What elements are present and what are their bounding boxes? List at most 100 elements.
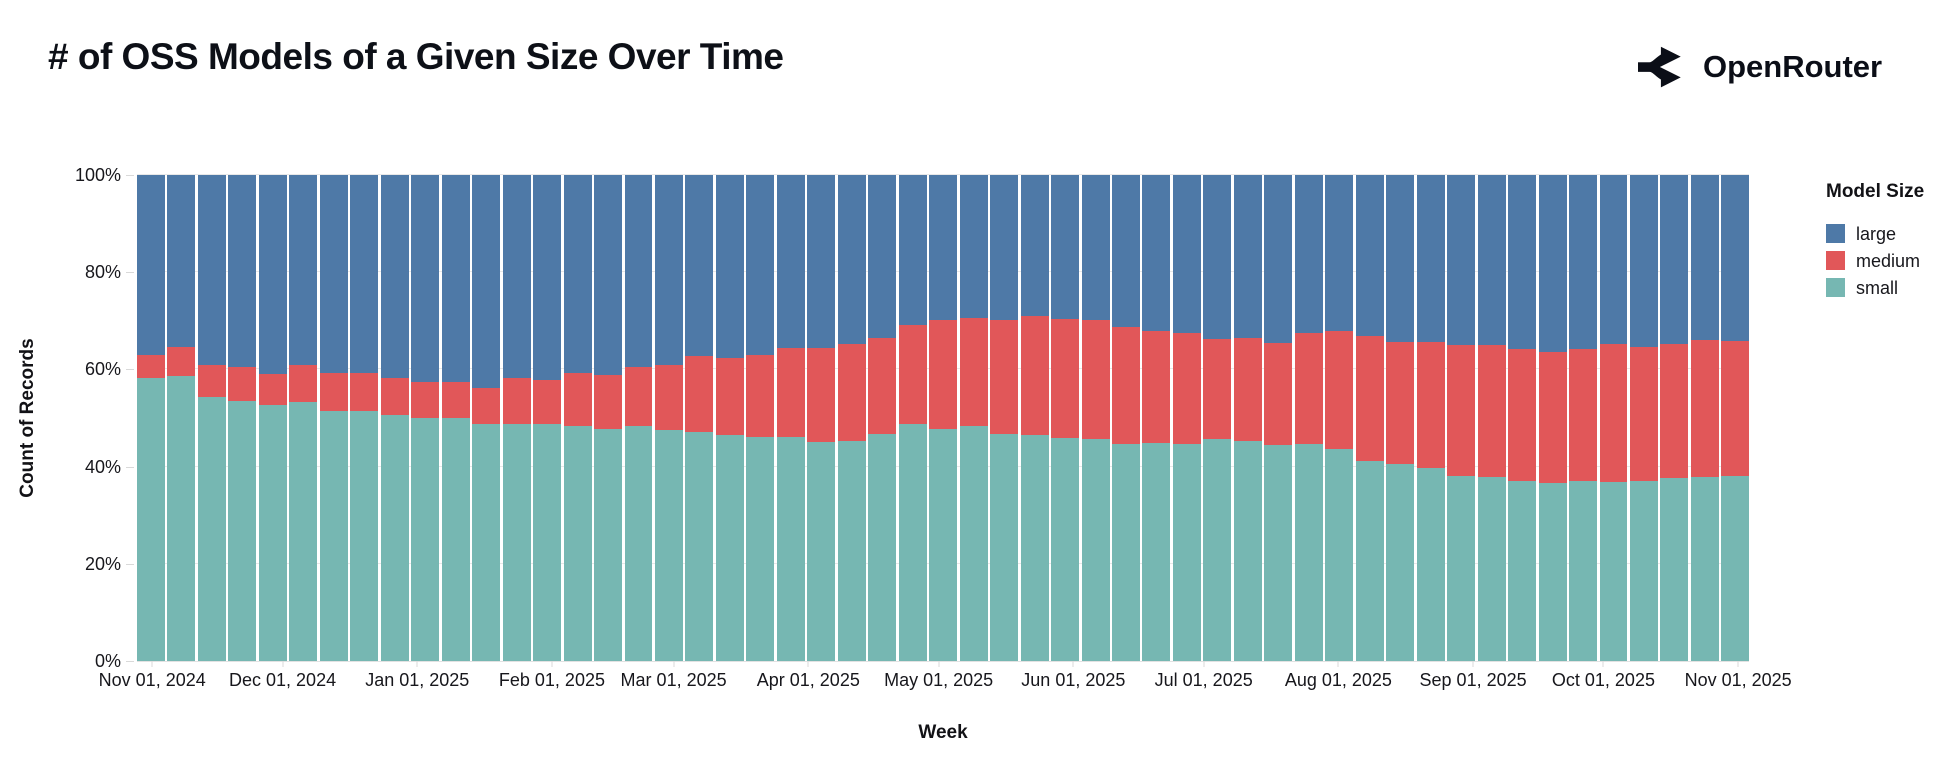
- bar-segment-medium[interactable]: [929, 319, 958, 429]
- bar-week-2025-09-05[interactable]: [1477, 175, 1506, 661]
- bar-segment-large[interactable]: [990, 175, 1019, 320]
- bar-week-2025-10-31[interactable]: [1721, 175, 1750, 661]
- bar-week-2024-11-15[interactable]: [197, 175, 226, 661]
- bar-segment-medium[interactable]: [1660, 344, 1689, 479]
- bar-segment-small[interactable]: [594, 428, 622, 661]
- bar-segment-medium[interactable]: [441, 382, 470, 419]
- bar-segment-large[interactable]: [228, 175, 257, 367]
- bar-segment-medium[interactable]: [502, 377, 531, 425]
- bar-segment-medium[interactable]: [685, 356, 714, 432]
- bar-segment-large[interactable]: [1203, 175, 1232, 339]
- bar-segment-small[interactable]: [137, 377, 165, 661]
- bar-segment-small[interactable]: [654, 429, 683, 661]
- bar-segment-small[interactable]: [746, 437, 775, 661]
- bar-segment-large[interactable]: [380, 175, 409, 378]
- bar-segment-small[interactable]: [228, 400, 257, 661]
- bar-segment-large[interactable]: [929, 175, 958, 320]
- bar-segment-medium[interactable]: [289, 364, 318, 402]
- bar-segment-small[interactable]: [1690, 477, 1719, 661]
- bar-segment-small[interactable]: [1051, 438, 1080, 661]
- bar-segment-medium[interactable]: [1081, 319, 1110, 440]
- bar-segment-medium[interactable]: [197, 364, 226, 398]
- bar-segment-small[interactable]: [1721, 475, 1750, 661]
- bar-week-2025-04-04[interactable]: [807, 175, 836, 661]
- bar-segment-small[interactable]: [807, 441, 836, 661]
- bar-segment-small[interactable]: [1477, 477, 1506, 661]
- bar-segment-small[interactable]: [990, 434, 1019, 661]
- bar-week-2025-06-27[interactable]: [1172, 175, 1201, 661]
- bar-week-2025-02-28[interactable]: [654, 175, 683, 661]
- bar-segment-medium[interactable]: [624, 367, 653, 427]
- bar-segment-medium[interactable]: [1203, 338, 1232, 440]
- bar-segment-medium[interactable]: [990, 319, 1019, 435]
- bar-segment-medium[interactable]: [1294, 332, 1323, 445]
- bar-segment-small[interactable]: [167, 376, 196, 661]
- bar-segment-small[interactable]: [350, 410, 379, 661]
- bar-segment-large[interactable]: [1508, 175, 1537, 349]
- bar-segment-medium[interactable]: [776, 347, 805, 438]
- bar-week-2025-08-01[interactable]: [1325, 175, 1354, 661]
- bar-segment-large[interactable]: [1690, 175, 1719, 340]
- bar-segment-small[interactable]: [1081, 439, 1110, 661]
- bar-segment-small[interactable]: [1203, 439, 1232, 661]
- bar-week-2025-01-24[interactable]: [502, 175, 531, 661]
- bar-segment-medium[interactable]: [898, 325, 927, 425]
- bar-segment-small[interactable]: [1264, 445, 1293, 661]
- bar-segment-large[interactable]: [898, 175, 927, 326]
- bar-segment-small[interactable]: [1569, 480, 1597, 661]
- bar-segment-small[interactable]: [1325, 448, 1354, 661]
- bar-segment-large[interactable]: [685, 175, 714, 357]
- bar-segment-large[interactable]: [1355, 175, 1384, 337]
- bar-segment-large[interactable]: [1386, 175, 1415, 343]
- bar-segment-small[interactable]: [715, 435, 744, 661]
- bar-segment-large[interactable]: [411, 175, 440, 383]
- bar-week-2025-09-12[interactable]: [1508, 175, 1537, 661]
- bar-segment-medium[interactable]: [167, 347, 196, 377]
- bar-segment-small[interactable]: [685, 431, 714, 661]
- bar-segment-medium[interactable]: [1690, 339, 1719, 478]
- bar-segment-medium[interactable]: [1447, 345, 1476, 476]
- bar-segment-small[interactable]: [959, 426, 988, 661]
- bar-segment-medium[interactable]: [472, 388, 501, 425]
- bar-segment-small[interactable]: [776, 437, 805, 661]
- bar-week-2024-11-08[interactable]: [167, 175, 196, 661]
- bar-segment-medium[interactable]: [411, 382, 440, 419]
- bar-segment-medium[interactable]: [1721, 341, 1750, 476]
- bar-week-2025-01-17[interactable]: [472, 175, 501, 661]
- bar-segment-small[interactable]: [258, 405, 287, 661]
- bar-segment-medium[interactable]: [654, 364, 683, 430]
- bar-segment-large[interactable]: [654, 175, 683, 365]
- bar-segment-small[interactable]: [868, 434, 897, 661]
- bar-week-2024-11-01[interactable]: [137, 175, 165, 661]
- bar-segment-large[interactable]: [350, 175, 379, 373]
- bar-segment-large[interactable]: [1294, 175, 1323, 333]
- bar-week-2024-11-22[interactable]: [228, 175, 257, 661]
- bar-segment-large[interactable]: [1721, 175, 1750, 342]
- bar-week-2025-05-02[interactable]: [929, 175, 958, 661]
- bar-week-2025-03-28[interactable]: [776, 175, 805, 661]
- bar-week-2025-03-14[interactable]: [715, 175, 744, 661]
- bar-segment-large[interactable]: [1020, 175, 1049, 317]
- bar-segment-small[interactable]: [1386, 464, 1415, 661]
- bar-week-2025-04-25[interactable]: [898, 175, 927, 661]
- bar-segment-large[interactable]: [624, 175, 653, 368]
- bar-segment-small[interactable]: [472, 424, 501, 661]
- bar-week-2025-10-24[interactable]: [1690, 175, 1719, 661]
- bar-segment-medium[interactable]: [746, 355, 775, 438]
- bar-segment-small[interactable]: [319, 410, 348, 661]
- bar-segment-large[interactable]: [715, 175, 744, 358]
- bar-segment-medium[interactable]: [1508, 348, 1537, 481]
- bar-segment-large[interactable]: [1538, 175, 1567, 352]
- bar-segment-large[interactable]: [868, 175, 897, 338]
- bar-segment-medium[interactable]: [563, 372, 592, 427]
- bar-segment-small[interactable]: [1629, 480, 1658, 661]
- bar-week-2024-12-06[interactable]: [289, 175, 318, 661]
- bar-segment-small[interactable]: [1355, 460, 1384, 661]
- bar-segment-large[interactable]: [319, 175, 348, 373]
- bar-week-2025-05-23[interactable]: [1020, 175, 1049, 661]
- bar-week-2025-08-22[interactable]: [1416, 175, 1445, 661]
- bar-segment-large[interactable]: [1660, 175, 1689, 345]
- bar-segment-small[interactable]: [1172, 444, 1201, 661]
- bar-segment-medium[interactable]: [1416, 342, 1445, 468]
- bar-segment-small[interactable]: [502, 424, 531, 661]
